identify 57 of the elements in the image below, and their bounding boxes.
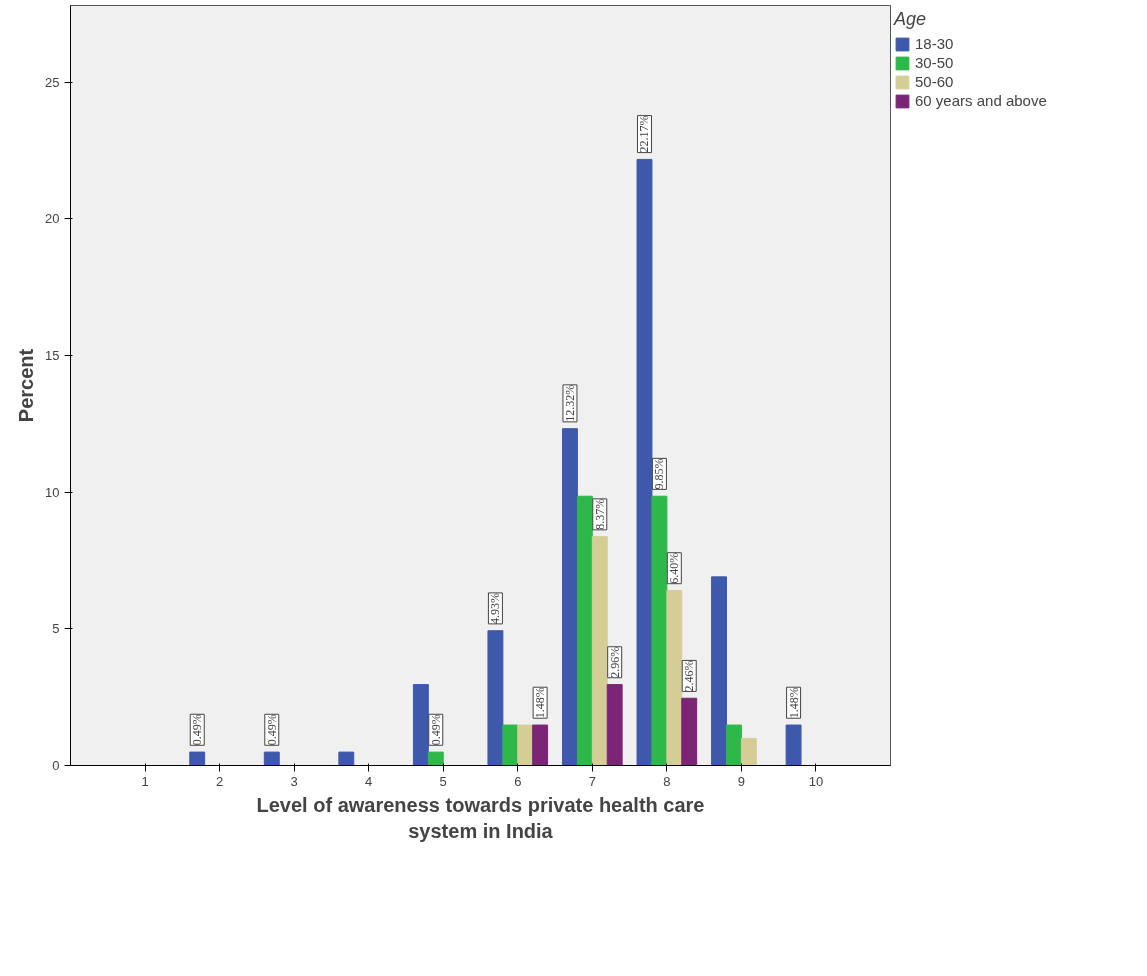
x-tick-label: 9 [737,773,746,789]
y-tick-label: 20 [45,211,60,227]
data-label: 0.49% [264,714,279,746]
legend-title: Age [894,9,928,30]
data-label: 4.93% [488,592,503,624]
x-axis-title: Level of awareness towards private health care system in India [256,793,705,842]
bar [591,536,608,766]
data-label: 0.49% [428,714,443,746]
bar [412,684,429,766]
y-tick-label: 5 [52,621,60,637]
bar [636,158,653,766]
data-label: 2.46% [682,660,697,692]
bar [681,697,698,766]
data-label: 22.17% [637,115,652,153]
x-tick-label: 6 [514,773,522,789]
data-label: 6.40% [667,552,682,584]
bar [263,751,280,766]
bar [562,428,578,766]
bar [532,724,549,766]
bar [651,495,668,766]
bar [517,724,534,766]
data-label: 1.48% [786,687,801,719]
x-tick-label: 8 [663,773,671,789]
bar [576,495,593,766]
x-tick-label: 5 [439,773,447,789]
data-label: 2.96% [607,646,622,678]
bar [666,590,683,766]
bar [487,630,504,766]
legend-label: 30-50 [915,54,954,71]
data-label: 12.32% [562,384,577,422]
y-tick-label: 10 [45,484,60,500]
legend-label: 50-60 [915,73,954,90]
data-label: 8.37% [592,498,607,530]
x-tick-label: 3 [290,773,298,789]
legend-label: 18-30 [915,35,954,52]
legend-label: 60 years and above [915,92,1047,109]
bar [726,724,742,766]
data-label: 0.49% [190,714,205,746]
bar [606,684,623,766]
data-label: 9.85% [652,458,667,490]
bar [427,751,444,766]
y-tick-label: 0 [52,758,60,773]
x-tick-label: 1 [141,773,149,789]
bar [338,751,355,766]
bar [785,724,802,766]
data-label: 1.48% [533,687,548,719]
x-tick-label: 10 [808,773,824,789]
bar [711,576,727,766]
bar [502,724,519,766]
x-tick-label: 2 [215,773,224,789]
x-tick-label: 4 [365,773,373,789]
bar [189,751,206,766]
y-tick-label: 15 [45,347,60,363]
y-tick-label: 25 [45,74,60,90]
bar [740,737,757,766]
x-tick-label: 7 [588,773,596,789]
y-axis-title: Percent [15,348,38,423]
